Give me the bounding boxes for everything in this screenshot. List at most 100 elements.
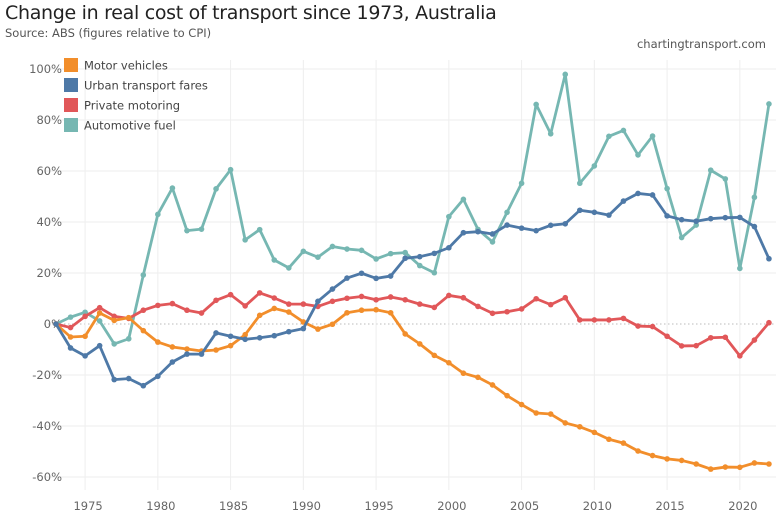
series-automotive-fuel — [53, 71, 772, 347]
data-point — [271, 332, 278, 339]
data-point — [693, 342, 699, 349]
data-point — [286, 301, 292, 307]
data-point — [620, 315, 627, 322]
data-point — [169, 300, 176, 307]
data-point — [329, 298, 336, 305]
data-point — [387, 294, 394, 300]
data-point — [504, 392, 510, 399]
data-point — [300, 325, 307, 332]
data-point — [329, 321, 336, 328]
data-point — [140, 382, 147, 389]
y-tick-label: 80% — [36, 113, 62, 127]
x-tick-label: 2020 — [728, 499, 757, 513]
data-point — [402, 331, 409, 337]
data-point — [67, 324, 74, 331]
legend: Motor vehicles Urban transport fares Priva… — [64, 58, 208, 133]
x-tick-label: 2010 — [583, 499, 612, 513]
data-point — [766, 255, 772, 262]
data-point — [547, 411, 554, 417]
legend-swatch — [64, 118, 78, 132]
data-point — [649, 133, 656, 139]
data-point — [635, 190, 641, 197]
data-point — [111, 376, 117, 383]
x-tick-label: 1975 — [73, 499, 102, 513]
data-point — [82, 333, 88, 340]
data-point — [111, 341, 117, 347]
data-point — [649, 323, 656, 330]
data-point — [431, 352, 438, 359]
data-point — [649, 452, 656, 459]
data-point — [591, 317, 598, 323]
legend-label: Urban transport fares — [84, 79, 208, 93]
y-tick-label: 20% — [36, 266, 62, 280]
data-point — [693, 218, 699, 225]
data-point — [125, 375, 132, 382]
data-point — [387, 273, 394, 279]
series-motor-vehicles — [53, 305, 772, 472]
data-point — [475, 228, 481, 235]
data-point — [169, 185, 176, 191]
data-point — [373, 296, 379, 303]
chart-subtitle: Source: ABS (figures relative to CPI) — [5, 26, 212, 40]
data-point — [475, 374, 481, 381]
data-point — [489, 382, 496, 388]
data-point — [591, 163, 598, 169]
data-point — [300, 248, 307, 255]
data-point — [722, 214, 729, 221]
data-point — [504, 209, 510, 216]
data-point — [533, 101, 539, 108]
data-point — [184, 307, 190, 314]
data-point — [431, 304, 438, 311]
data-point — [300, 301, 307, 307]
data-point — [722, 464, 729, 470]
data-point — [358, 307, 365, 314]
data-point — [96, 304, 103, 311]
data-point — [737, 464, 743, 471]
data-point — [707, 334, 714, 341]
x-tick-label: 2005 — [510, 499, 539, 513]
data-point — [591, 209, 598, 216]
data-point — [446, 244, 452, 251]
x-tick-label: 1985 — [219, 499, 248, 513]
data-point — [53, 321, 59, 327]
data-point — [256, 312, 263, 319]
data-point — [315, 298, 321, 305]
data-point — [256, 290, 263, 296]
x-tick-label: 2000 — [437, 499, 466, 513]
data-point — [489, 310, 496, 317]
data-point — [344, 309, 350, 316]
data-point — [315, 326, 321, 332]
y-tick-label: 40% — [36, 215, 62, 229]
data-point — [562, 420, 569, 426]
data-point — [198, 351, 205, 357]
data-point — [82, 313, 88, 320]
data-point — [140, 327, 147, 334]
data-point — [707, 215, 714, 222]
y-tick-label: -40% — [32, 419, 62, 433]
data-point — [96, 342, 103, 349]
data-point — [664, 333, 670, 340]
data-point — [460, 229, 467, 236]
data-point — [446, 213, 452, 220]
data-point — [402, 255, 409, 262]
data-point — [184, 227, 190, 234]
data-point — [111, 313, 117, 320]
data-point — [329, 286, 336, 292]
credit-text: chartingtransport.com — [636, 37, 766, 51]
data-point — [213, 186, 219, 192]
data-point — [518, 180, 525, 187]
data-point — [664, 213, 670, 219]
x-tick-label: 2015 — [655, 499, 684, 513]
data-point — [344, 246, 350, 252]
data-point — [242, 237, 248, 243]
data-point — [678, 343, 685, 349]
y-tick-label: 60% — [36, 164, 62, 178]
series-line — [55, 72, 771, 346]
data-point — [387, 309, 394, 316]
data-point — [402, 249, 409, 256]
data-point — [591, 429, 598, 436]
data-point — [766, 461, 772, 467]
y-tick-label: -60% — [32, 470, 62, 484]
data-point — [562, 71, 569, 78]
data-point — [707, 167, 714, 174]
